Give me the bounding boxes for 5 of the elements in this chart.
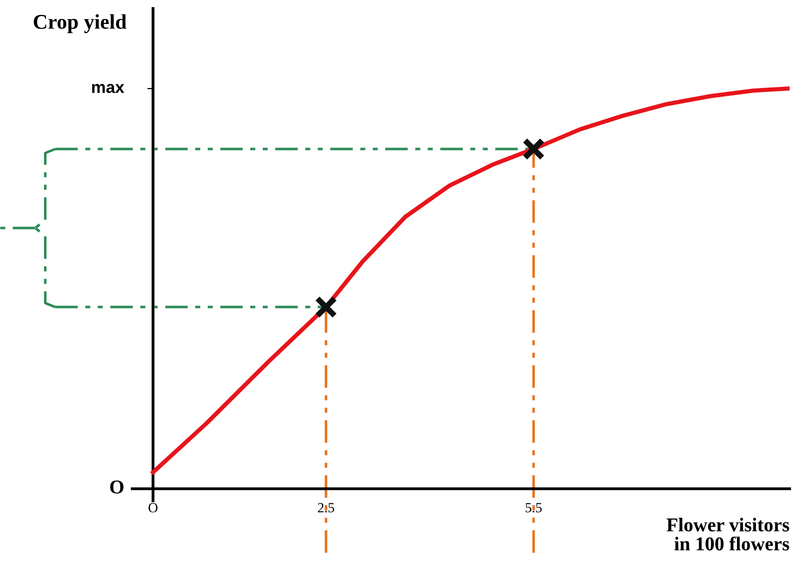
text: max (92, 84, 124, 94)
y-axis-title: Crop yield (34, 14, 126, 34)
x-tick-label: O (148, 503, 158, 512)
text: O (110, 480, 124, 494)
x-axis-title: Flower visitors in 100 flowers (666, 518, 790, 550)
